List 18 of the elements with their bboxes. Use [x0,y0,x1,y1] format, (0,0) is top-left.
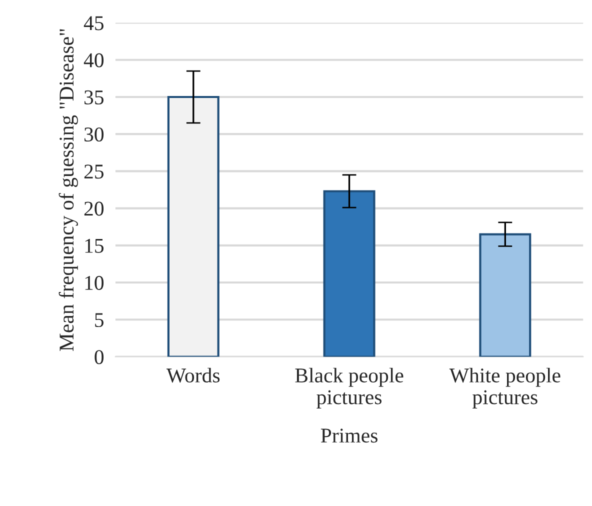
y-tick-label: 0 [94,350,104,364]
x-axis-title: Primes [320,428,378,443]
bar [479,233,532,357]
x-tick-label: White people pictures [449,368,560,409]
bar [167,96,220,357]
x-tick-label: Black people pictures [295,368,404,409]
y-tick-label: 10 [85,276,104,290]
y-tick-label: 5 [95,313,104,328]
y-tick-label: 15 [85,238,104,253]
y-tick-label: 35 [84,90,104,104]
y-tick-label: 30 [84,127,104,142]
y-tick-label: 40 [84,53,104,68]
x-tick-label: Words [166,368,220,383]
y-axis-title: Mean frequency of guessing "Disease" [58,29,78,351]
y-tick-label: 20 [84,202,104,216]
bar [323,190,376,357]
y-tick-label: 45 [84,16,104,30]
y-tick-label: 25 [84,164,104,179]
